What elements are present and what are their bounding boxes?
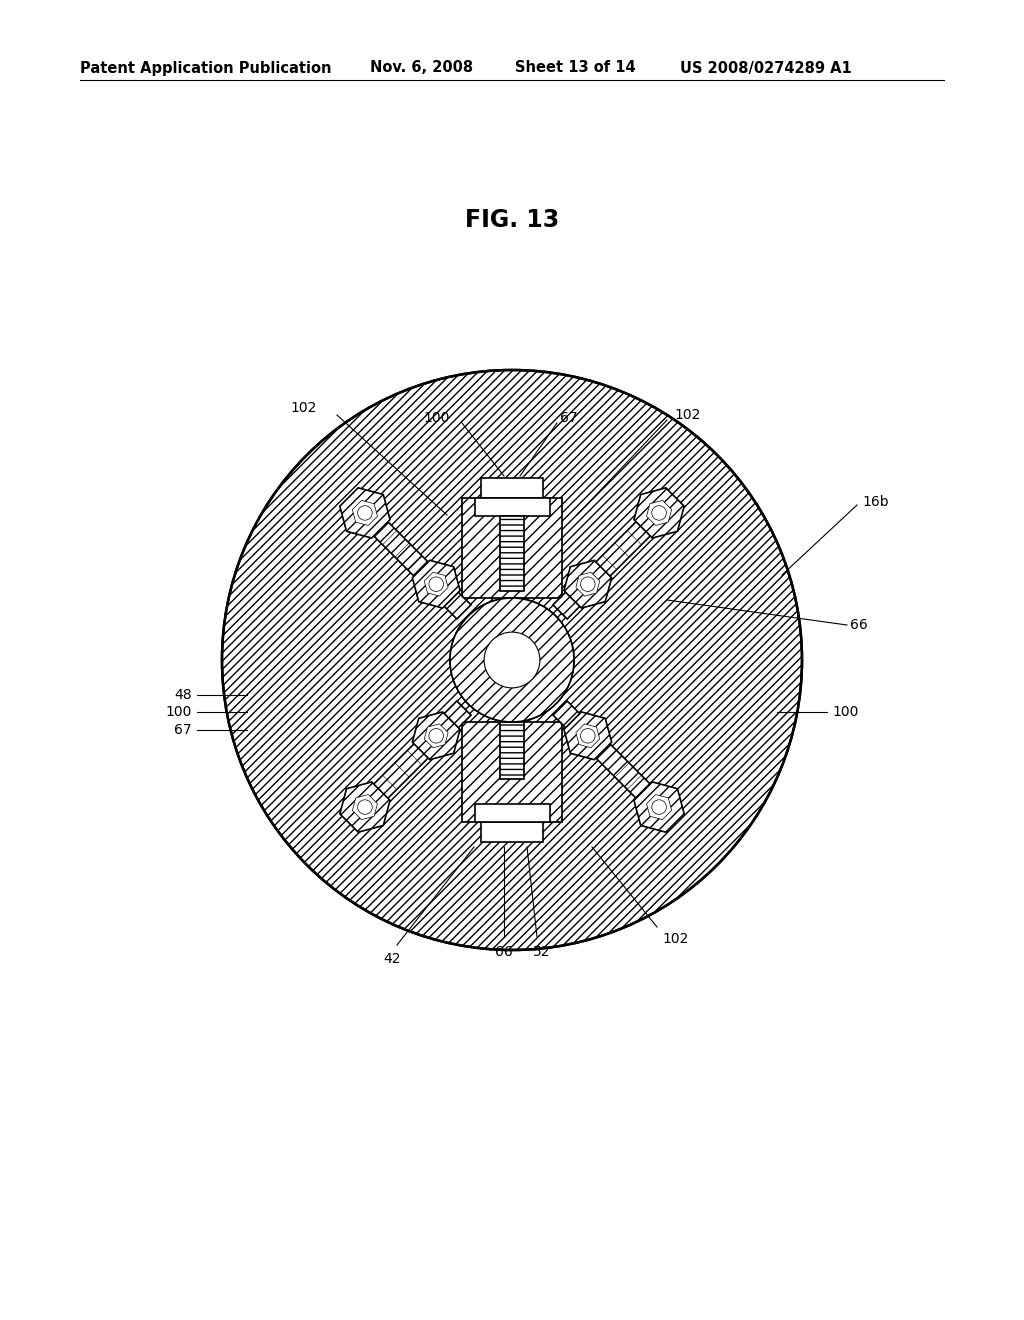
FancyBboxPatch shape <box>475 498 550 516</box>
Text: 48: 48 <box>174 688 193 702</box>
Polygon shape <box>564 711 611 760</box>
Polygon shape <box>357 701 471 814</box>
Polygon shape <box>634 488 684 539</box>
FancyBboxPatch shape <box>481 478 543 498</box>
Text: Patent Application Publication: Patent Application Publication <box>80 61 332 75</box>
Text: 67: 67 <box>560 411 578 425</box>
Text: Sheet 13 of 14: Sheet 13 of 14 <box>515 61 636 75</box>
Text: 67: 67 <box>174 723 193 737</box>
Text: 102: 102 <box>291 401 317 414</box>
Text: 102: 102 <box>662 932 688 946</box>
Polygon shape <box>646 500 672 525</box>
Circle shape <box>450 598 574 722</box>
Text: 42: 42 <box>383 952 400 966</box>
Circle shape <box>652 800 667 814</box>
Polygon shape <box>424 723 449 747</box>
Polygon shape <box>357 506 471 619</box>
Circle shape <box>429 729 443 743</box>
Text: 66: 66 <box>496 945 513 960</box>
FancyBboxPatch shape <box>500 722 524 779</box>
Polygon shape <box>564 560 611 609</box>
Circle shape <box>357 506 372 520</box>
Text: US 2008/0274289 A1: US 2008/0274289 A1 <box>680 61 852 75</box>
FancyBboxPatch shape <box>462 498 562 598</box>
Text: 100: 100 <box>424 411 450 425</box>
Polygon shape <box>575 723 600 747</box>
FancyBboxPatch shape <box>500 516 524 591</box>
Polygon shape <box>424 573 449 597</box>
Polygon shape <box>340 488 390 539</box>
Polygon shape <box>413 711 460 760</box>
Text: 100: 100 <box>831 705 858 719</box>
Polygon shape <box>352 500 378 525</box>
Circle shape <box>484 632 540 688</box>
Circle shape <box>581 729 595 743</box>
FancyBboxPatch shape <box>481 822 543 842</box>
Circle shape <box>581 577 595 591</box>
Polygon shape <box>575 573 600 597</box>
Text: 16b: 16b <box>862 495 889 510</box>
FancyBboxPatch shape <box>462 722 562 822</box>
Circle shape <box>357 800 372 814</box>
Polygon shape <box>553 506 667 619</box>
Polygon shape <box>646 795 672 820</box>
Text: Nov. 6, 2008: Nov. 6, 2008 <box>370 61 473 75</box>
Text: 100: 100 <box>166 705 193 719</box>
Polygon shape <box>634 781 684 832</box>
Polygon shape <box>352 795 378 820</box>
Text: 52: 52 <box>534 945 551 960</box>
Circle shape <box>429 577 443 591</box>
Text: FIG. 13: FIG. 13 <box>465 209 559 232</box>
Text: 66: 66 <box>850 618 867 632</box>
Polygon shape <box>553 701 667 814</box>
Text: 102: 102 <box>674 408 700 422</box>
Circle shape <box>652 506 667 520</box>
Polygon shape <box>413 560 460 609</box>
Polygon shape <box>340 781 390 832</box>
FancyBboxPatch shape <box>475 804 550 822</box>
Circle shape <box>222 370 802 950</box>
Circle shape <box>450 598 574 722</box>
